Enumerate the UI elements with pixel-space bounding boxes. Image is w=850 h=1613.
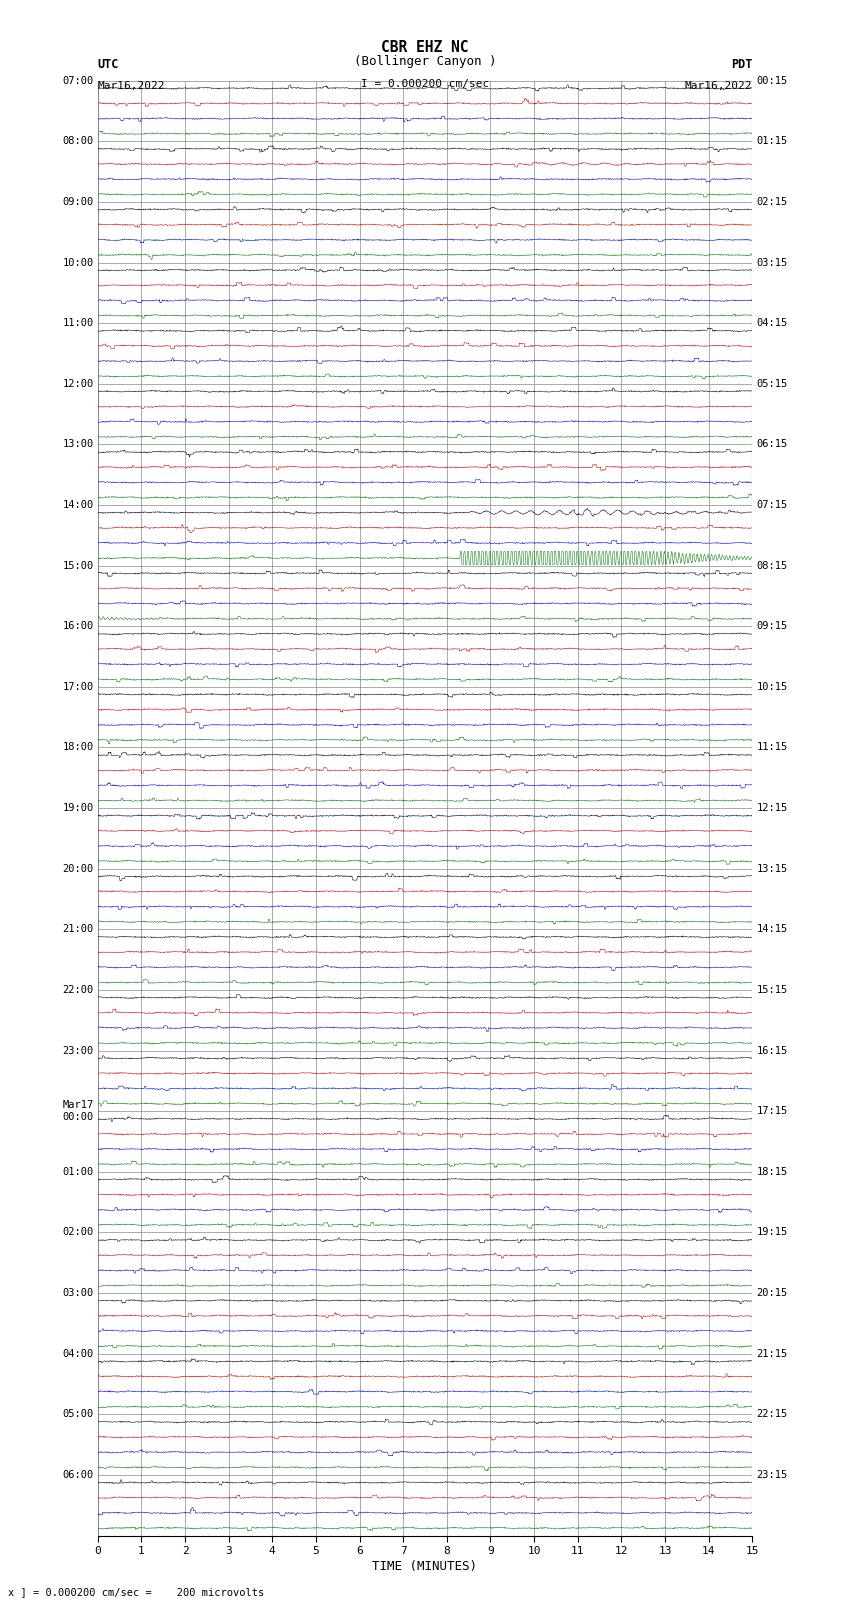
Text: 21:15: 21:15 bbox=[756, 1348, 788, 1358]
Text: 09:15: 09:15 bbox=[756, 621, 788, 631]
Text: 20:00: 20:00 bbox=[62, 863, 94, 874]
Text: 11:00: 11:00 bbox=[62, 318, 94, 327]
Text: 00:15: 00:15 bbox=[756, 76, 788, 85]
Text: 12:15: 12:15 bbox=[756, 803, 788, 813]
Text: 13:15: 13:15 bbox=[756, 863, 788, 874]
Text: 11:15: 11:15 bbox=[756, 742, 788, 753]
Text: 18:15: 18:15 bbox=[756, 1166, 788, 1177]
Text: 01:00: 01:00 bbox=[62, 1166, 94, 1177]
X-axis label: TIME (MINUTES): TIME (MINUTES) bbox=[372, 1560, 478, 1573]
Text: 03:15: 03:15 bbox=[756, 258, 788, 268]
Text: 02:00: 02:00 bbox=[62, 1227, 94, 1237]
Text: 07:00: 07:00 bbox=[62, 76, 94, 85]
Text: 04:00: 04:00 bbox=[62, 1348, 94, 1358]
Text: 16:00: 16:00 bbox=[62, 621, 94, 631]
Text: 14:15: 14:15 bbox=[756, 924, 788, 934]
Text: 16:15: 16:15 bbox=[756, 1045, 788, 1055]
Text: I = 0.000200 cm/sec: I = 0.000200 cm/sec bbox=[361, 79, 489, 89]
Text: 21:00: 21:00 bbox=[62, 924, 94, 934]
Text: x ] = 0.000200 cm/sec =    200 microvolts: x ] = 0.000200 cm/sec = 200 microvolts bbox=[8, 1587, 264, 1597]
Text: Mar16,2022: Mar16,2022 bbox=[98, 81, 165, 90]
Text: 20:15: 20:15 bbox=[756, 1289, 788, 1298]
Text: PDT: PDT bbox=[731, 58, 752, 71]
Text: 23:15: 23:15 bbox=[756, 1469, 788, 1481]
Text: 05:15: 05:15 bbox=[756, 379, 788, 389]
Text: 10:15: 10:15 bbox=[756, 682, 788, 692]
Text: CBR EHZ NC: CBR EHZ NC bbox=[382, 40, 468, 55]
Text: (Bollinger Canyon ): (Bollinger Canyon ) bbox=[354, 55, 496, 68]
Text: 04:15: 04:15 bbox=[756, 318, 788, 327]
Text: 17:15: 17:15 bbox=[756, 1107, 788, 1116]
Text: 15:15: 15:15 bbox=[756, 986, 788, 995]
Text: Mar16,2022: Mar16,2022 bbox=[685, 81, 752, 90]
Text: 12:00: 12:00 bbox=[62, 379, 94, 389]
Text: 19:15: 19:15 bbox=[756, 1227, 788, 1237]
Text: 06:15: 06:15 bbox=[756, 439, 788, 450]
Text: 15:00: 15:00 bbox=[62, 561, 94, 571]
Text: 08:00: 08:00 bbox=[62, 135, 94, 147]
Text: 10:00: 10:00 bbox=[62, 258, 94, 268]
Text: 03:00: 03:00 bbox=[62, 1289, 94, 1298]
Text: 09:00: 09:00 bbox=[62, 197, 94, 206]
Text: 13:00: 13:00 bbox=[62, 439, 94, 450]
Text: 17:00: 17:00 bbox=[62, 682, 94, 692]
Text: UTC: UTC bbox=[98, 58, 119, 71]
Text: 22:15: 22:15 bbox=[756, 1410, 788, 1419]
Text: 08:15: 08:15 bbox=[756, 561, 788, 571]
Text: 23:00: 23:00 bbox=[62, 1045, 94, 1055]
Text: 22:00: 22:00 bbox=[62, 986, 94, 995]
Text: 07:15: 07:15 bbox=[756, 500, 788, 510]
Text: 18:00: 18:00 bbox=[62, 742, 94, 753]
Text: 19:00: 19:00 bbox=[62, 803, 94, 813]
Text: 14:00: 14:00 bbox=[62, 500, 94, 510]
Text: 02:15: 02:15 bbox=[756, 197, 788, 206]
Text: 01:15: 01:15 bbox=[756, 135, 788, 147]
Text: Mar17
00:00: Mar17 00:00 bbox=[62, 1100, 94, 1123]
Text: 05:00: 05:00 bbox=[62, 1410, 94, 1419]
Text: 06:00: 06:00 bbox=[62, 1469, 94, 1481]
